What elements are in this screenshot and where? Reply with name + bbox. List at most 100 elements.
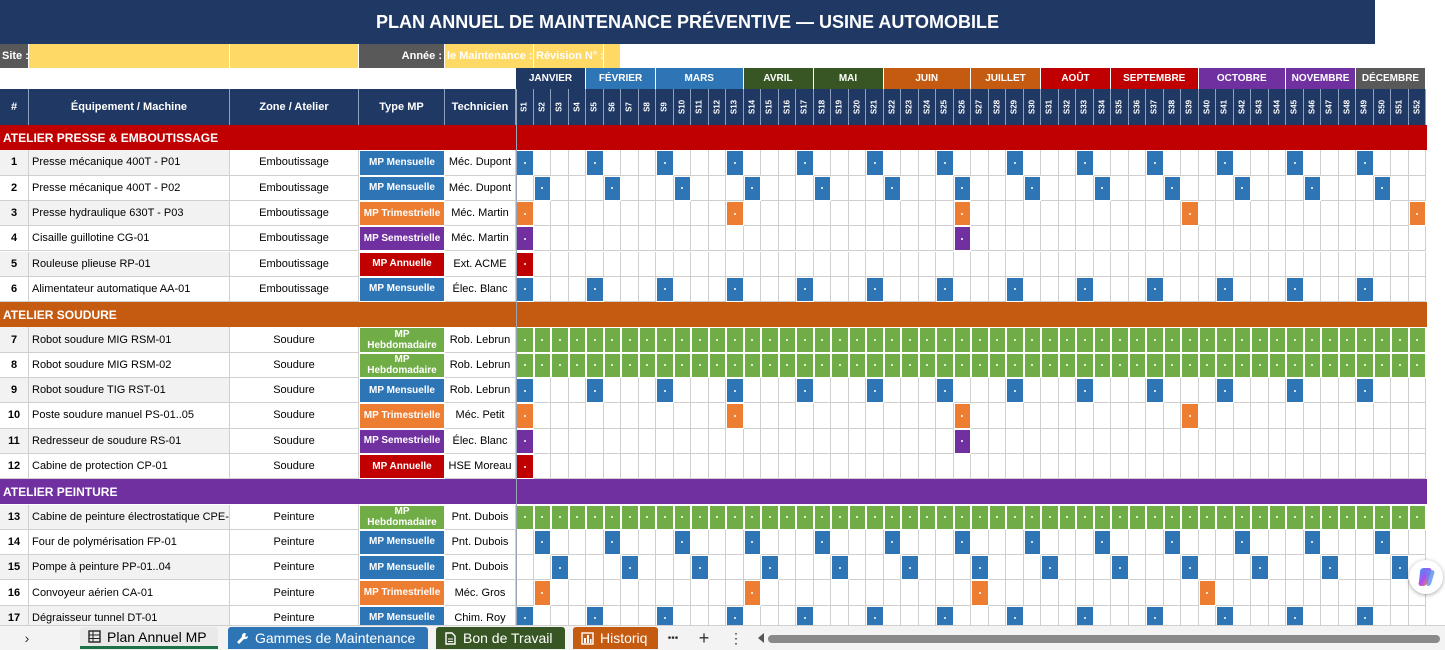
- maintenance-mark[interactable]: [1041, 352, 1059, 378]
- maintenance-mark[interactable]: [1006, 605, 1024, 625]
- schedule-cell[interactable]: [551, 453, 569, 480]
- maintenance-mark[interactable]: [1321, 504, 1339, 530]
- schedule-cell[interactable]: [988, 580, 1006, 606]
- zone-cell[interactable]: Emboutissage: [230, 200, 359, 227]
- type-mp-badge[interactable]: MP Trimestrielle: [359, 403, 445, 429]
- schedule-cell[interactable]: [831, 200, 849, 227]
- schedule-cell[interactable]: [568, 150, 586, 176]
- schedule-cell[interactable]: [1181, 605, 1199, 625]
- schedule-cell[interactable]: [778, 580, 796, 606]
- schedule-cell[interactable]: [743, 276, 761, 303]
- schedule-cell[interactable]: [761, 580, 779, 606]
- schedule-cell[interactable]: [1356, 529, 1374, 556]
- type-mp-badge[interactable]: MP Annuelle: [359, 251, 445, 277]
- technician-cell[interactable]: Rob. Lebrun: [445, 378, 516, 404]
- technician-cell[interactable]: HSE Moreau: [445, 453, 516, 480]
- schedule-cell[interactable]: [1338, 428, 1356, 454]
- maintenance-mark[interactable]: [953, 504, 971, 530]
- schedule-cell[interactable]: [726, 453, 744, 480]
- maintenance-mark[interactable]: [1216, 150, 1234, 176]
- schedule-cell[interactable]: [551, 175, 569, 201]
- schedule-cell[interactable]: [778, 150, 796, 176]
- schedule-cell[interactable]: [551, 276, 569, 303]
- schedule-cell[interactable]: [1076, 555, 1094, 581]
- maintenance-mark[interactable]: [656, 378, 674, 404]
- schedule-cell[interactable]: [638, 150, 656, 176]
- schedule-cell[interactable]: [1286, 251, 1304, 277]
- schedule-cell[interactable]: [1146, 403, 1164, 429]
- technician-cell[interactable]: Méc. Martin: [445, 226, 516, 252]
- maintenance-mark[interactable]: [603, 504, 621, 530]
- schedule-cell[interactable]: [1111, 150, 1129, 176]
- schedule-cell[interactable]: [761, 605, 779, 625]
- maintenance-mark[interactable]: [656, 605, 674, 625]
- schedule-cell[interactable]: [848, 428, 866, 454]
- maintenance-mark[interactable]: [1356, 327, 1374, 353]
- schedule-cell[interactable]: [866, 226, 884, 252]
- maintenance-mark[interactable]: [936, 504, 954, 530]
- schedule-cell[interactable]: [603, 251, 621, 277]
- schedule-cell[interactable]: [551, 605, 569, 625]
- schedule-cell[interactable]: [568, 276, 586, 303]
- schedule-cell[interactable]: [796, 529, 814, 556]
- schedule-cell[interactable]: [1006, 428, 1024, 454]
- schedule-cell[interactable]: [761, 428, 779, 454]
- schedule-cell[interactable]: [988, 200, 1006, 227]
- schedule-cell[interactable]: [568, 378, 586, 404]
- maintenance-mark[interactable]: [743, 175, 761, 201]
- schedule-cell[interactable]: [936, 529, 954, 556]
- schedule-cell[interactable]: [1181, 580, 1199, 606]
- schedule-cell[interactable]: [603, 150, 621, 176]
- schedule-cell[interactable]: [621, 175, 639, 201]
- schedule-cell[interactable]: [533, 403, 551, 429]
- maintenance-mark[interactable]: [1251, 555, 1269, 581]
- schedule-cell[interactable]: [1006, 200, 1024, 227]
- maintenance-mark[interactable]: [953, 428, 971, 454]
- schedule-cell[interactable]: [848, 150, 866, 176]
- schedule-cell[interactable]: [1111, 403, 1129, 429]
- schedule-cell[interactable]: [1251, 453, 1269, 480]
- schedule-cell[interactable]: [831, 276, 849, 303]
- schedule-cell[interactable]: [778, 453, 796, 480]
- schedule-cell[interactable]: [918, 251, 936, 277]
- schedule-cell[interactable]: [551, 251, 569, 277]
- schedule-cell[interactable]: [796, 200, 814, 227]
- technician-cell[interactable]: Pnt. Dubois: [445, 529, 516, 556]
- maintenance-mark[interactable]: [1146, 378, 1164, 404]
- maintenance-mark[interactable]: [1216, 327, 1234, 353]
- schedule-cell[interactable]: [1006, 251, 1024, 277]
- schedule-cell[interactable]: [796, 580, 814, 606]
- schedule-cell[interactable]: [638, 276, 656, 303]
- schedule-cell[interactable]: [1198, 403, 1216, 429]
- schedule-cell[interactable]: [691, 276, 709, 303]
- schedule-cell[interactable]: [1321, 276, 1339, 303]
- maintenance-mark[interactable]: [708, 504, 726, 530]
- row-number[interactable]: 3: [0, 200, 29, 227]
- schedule-cell[interactable]: [779, 605, 796, 625]
- schedule-cell[interactable]: [673, 226, 691, 252]
- schedule-cell[interactable]: [533, 200, 551, 227]
- maintenance-mark[interactable]: [1268, 352, 1286, 378]
- schedule-cell[interactable]: [533, 428, 551, 454]
- equipment-cell[interactable]: Presse mécanique 400T - P02: [29, 175, 230, 201]
- maintenance-mark[interactable]: [1093, 327, 1111, 353]
- technician-cell[interactable]: Ext. ACME: [445, 251, 516, 277]
- schedule-cell[interactable]: [603, 200, 621, 227]
- maintenance-mark[interactable]: [1216, 378, 1234, 404]
- schedule-cell[interactable]: [691, 580, 709, 606]
- schedule-cell[interactable]: [1286, 403, 1304, 429]
- maintenance-mark[interactable]: [621, 504, 639, 530]
- maintenance-mark[interactable]: [1356, 504, 1374, 530]
- type-mp-badge[interactable]: MP Semestrielle: [359, 226, 445, 252]
- schedule-cell[interactable]: [1181, 150, 1199, 176]
- schedule-cell[interactable]: [1391, 403, 1409, 429]
- equipment-cell[interactable]: Cisaille guillotine CG-01: [29, 226, 230, 252]
- schedule-cell[interactable]: [551, 200, 569, 227]
- schedule-cell[interactable]: [1268, 175, 1286, 201]
- maintenance-mark[interactable]: [726, 276, 744, 303]
- schedule-cell[interactable]: [638, 555, 656, 581]
- maintenance-mark[interactable]: [1373, 352, 1391, 378]
- schedule-cell[interactable]: [1233, 580, 1251, 606]
- maintenance-mark[interactable]: [726, 327, 744, 353]
- maintenance-mark[interactable]: [586, 605, 604, 625]
